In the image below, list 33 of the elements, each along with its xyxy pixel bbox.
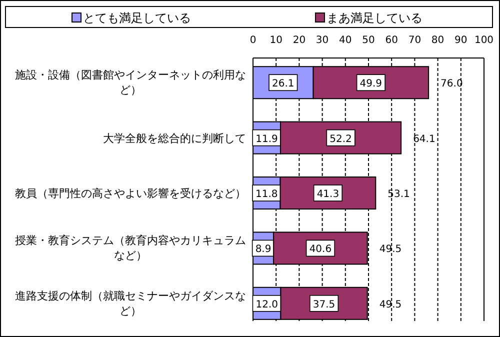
- y-tick-label: 施設・設備（図書館やインターネットの利用など）: [15, 68, 246, 97]
- data-label: 8.9: [255, 244, 272, 256]
- y-tick-label: 教員（専門性の高さやよい影響を受けるなど）: [15, 187, 246, 200]
- y-tick-label: 授業・教育システム（教育内容やカリキュラムなど）: [15, 234, 246, 262]
- y-tick-label: 進路支援の体制（就職セミナーやガイダンスなど）: [15, 289, 246, 318]
- data-label: 41.3: [316, 189, 340, 200]
- x-tick-label: 50: [362, 35, 375, 46]
- total-label: 49.5: [379, 299, 402, 310]
- total-label: 53.1: [388, 189, 410, 200]
- x-tick-label: 30: [316, 35, 329, 46]
- data-label: 37.5: [312, 299, 336, 310]
- data-label: 52.2: [330, 134, 352, 145]
- data-label: 40.6: [309, 244, 332, 256]
- total-label: 64.1: [413, 134, 436, 145]
- x-tick-label: 70: [408, 35, 422, 46]
- x-tick-label: 10: [270, 35, 282, 46]
- x-tick-label: 20: [292, 35, 306, 46]
- data-label: 11.8: [255, 189, 278, 200]
- data-label: 26.1: [272, 78, 294, 90]
- x-tick-label: 0: [250, 35, 256, 46]
- y-tick-label: 大学全般を総合的に判断して: [103, 132, 246, 145]
- x-tick-label: 60: [385, 35, 398, 46]
- legend-label: まあ満足している: [326, 11, 422, 25]
- x-tick-label: 100: [474, 35, 494, 46]
- total-label: 76.0: [440, 78, 463, 90]
- legend-label: とても満足している: [83, 11, 191, 25]
- x-tick-label: 90: [454, 35, 468, 46]
- data-label: 12.0: [256, 299, 278, 310]
- data-label: 11.9: [256, 134, 278, 145]
- x-tick-label: 80: [431, 35, 444, 46]
- total-label: 49.5: [379, 244, 402, 256]
- data-label: 49.9: [360, 78, 382, 90]
- x-tick-label: 40: [339, 35, 352, 46]
